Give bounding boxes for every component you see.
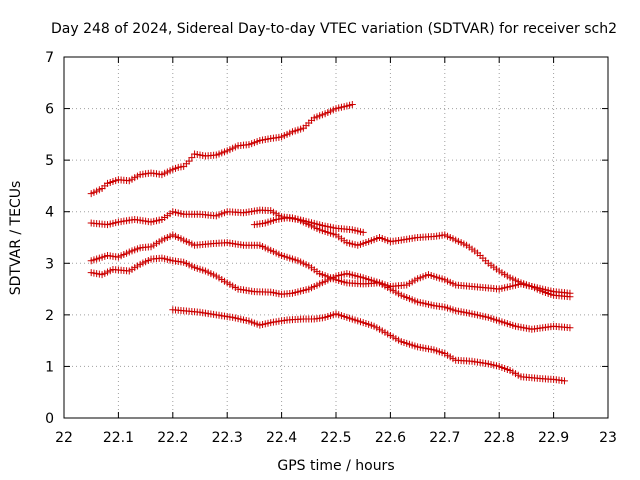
y-tick-label: 5	[45, 153, 54, 169]
x-tick-label: 22.6	[375, 430, 406, 446]
data-point	[348, 100, 356, 108]
x-tick-label: 22	[55, 430, 73, 446]
x-tick-label: 22.8	[484, 430, 515, 446]
x-tick-label: 22.5	[320, 430, 351, 446]
x-axis-label: GPS time / hours	[277, 458, 394, 474]
y-tick-label: 4	[45, 205, 54, 221]
data-point	[185, 157, 193, 165]
y-tick-label: 3	[45, 256, 54, 272]
y-tick-label: 6	[45, 102, 54, 118]
series-track-4	[87, 254, 574, 333]
y-tick-label: 1	[45, 359, 54, 375]
data-point	[188, 154, 196, 162]
data-point	[560, 377, 568, 385]
data-point	[566, 293, 574, 301]
y-tick-label: 7	[45, 50, 54, 66]
y-tick-label: 2	[45, 308, 54, 324]
x-tick-label: 22.3	[212, 430, 243, 446]
x-tick-label: 22.2	[157, 430, 188, 446]
chart-title: Day 248 of 2024, Sidereal Day-to-day VTE…	[51, 21, 617, 37]
y-tick-label: 0	[45, 411, 54, 427]
y-axis-label: SDTVAR / TECUs	[8, 181, 24, 296]
data-point	[359, 228, 367, 236]
x-tick-label: 22.1	[103, 430, 134, 446]
series-track-1	[87, 100, 356, 198]
x-tick-label: 22.7	[429, 430, 460, 446]
axis-ticks: 22 22.1 22.2 22.3 22.4 22.5 22.6 22.7 22.8 22.9 23…	[45, 50, 617, 446]
x-tick-label: 23	[599, 430, 617, 446]
series-track-3	[87, 231, 574, 297]
x-tick-label: 22.4	[266, 430, 297, 446]
series-track-5	[169, 306, 568, 385]
data-point	[566, 324, 574, 332]
series-track-6	[250, 214, 574, 301]
x-tick-label: 22.9	[538, 430, 569, 446]
data-series	[87, 100, 574, 385]
